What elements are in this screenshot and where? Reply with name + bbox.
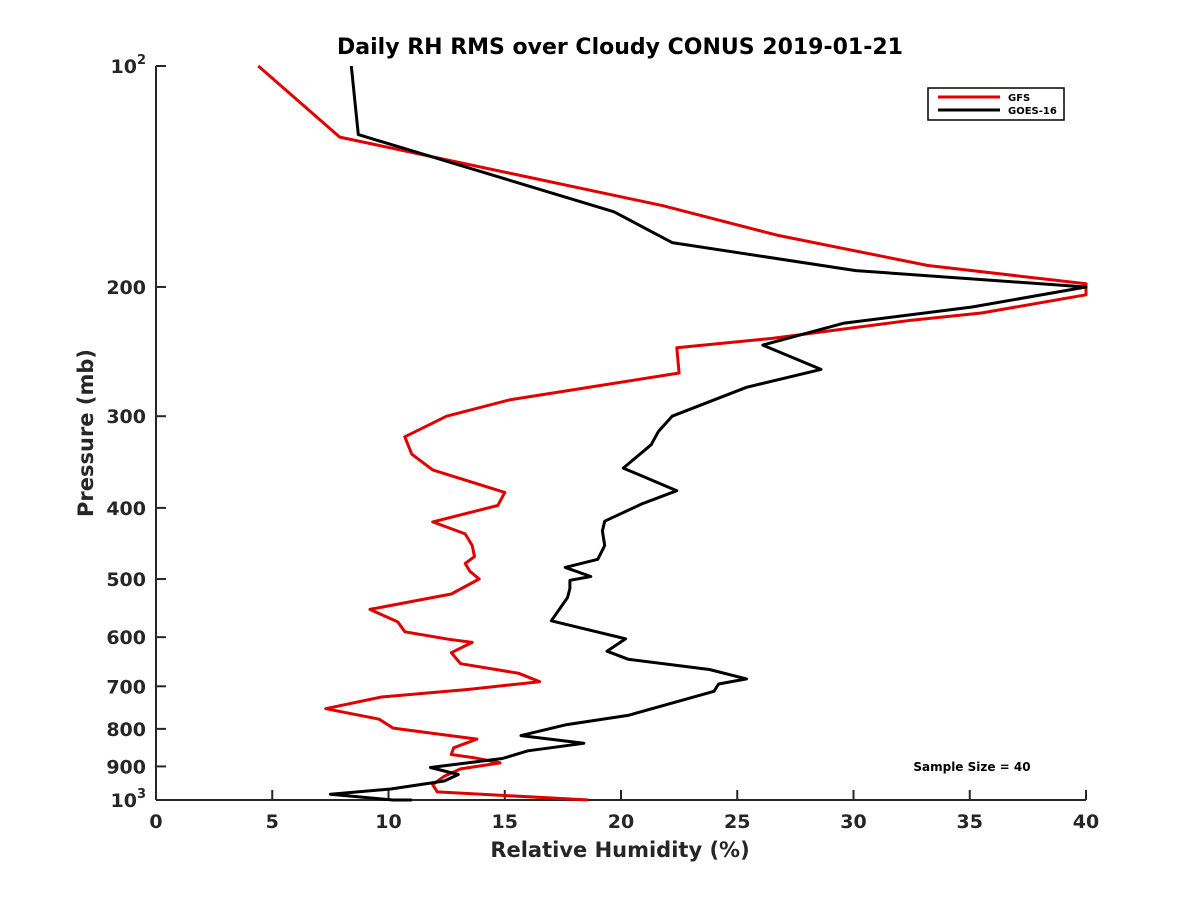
sample-size-annotation: Sample Size = 40 (913, 760, 1030, 774)
x-tick-label: 15 (492, 811, 518, 833)
y-tick-exponent: 2 (137, 53, 146, 68)
y-tick-label: 800 (106, 719, 146, 741)
x-tick-label: 30 (840, 811, 866, 833)
x-tick-label: 20 (608, 811, 634, 833)
y-tick-label: 103 (111, 787, 147, 812)
x-tick-label: 10 (375, 811, 401, 833)
x-tick-label: 40 (1073, 811, 1099, 833)
x-axis-label: Relative Humidity (%) (490, 838, 749, 862)
x-tick-label: 0 (149, 811, 162, 833)
y-tick-label: 500 (106, 569, 146, 591)
y-tick-label: 300 (106, 406, 146, 428)
axes-layer: 0 5 10 15 20 25 30 35 40102200300400500600700800… (106, 53, 1099, 833)
legend-label: GFS (1008, 93, 1030, 104)
chart-title: Daily RH RMS over Cloudy CONUS 2019-01-2… (337, 35, 903, 60)
y-tick-exponent: 3 (137, 787, 146, 802)
x-tick-label: 35 (957, 811, 983, 833)
legend-label: GOES-16 (1008, 106, 1057, 117)
y-tick-label: 102 (111, 53, 147, 78)
y-tick-label: 600 (106, 627, 146, 649)
legend: GFS GOES-16 (927, 87, 1065, 121)
y-tick-label: 700 (106, 676, 146, 698)
y-tick-base: 10 (111, 56, 137, 78)
series-layer (257, 64, 1088, 802)
x-tick-label: 25 (724, 811, 750, 833)
series-line-gfs (257, 64, 1088, 802)
y-tick-label: 400 (106, 498, 146, 520)
series-line-goes-16 (328, 65, 1088, 802)
y-tick-label: 200 (106, 277, 146, 299)
y-tick-label: 900 (106, 756, 146, 778)
legend-box (927, 87, 1065, 121)
x-tick-label: 5 (266, 811, 279, 833)
y-axis-label: Pressure (mb) (74, 349, 98, 517)
y-tick-base: 10 (111, 790, 137, 812)
